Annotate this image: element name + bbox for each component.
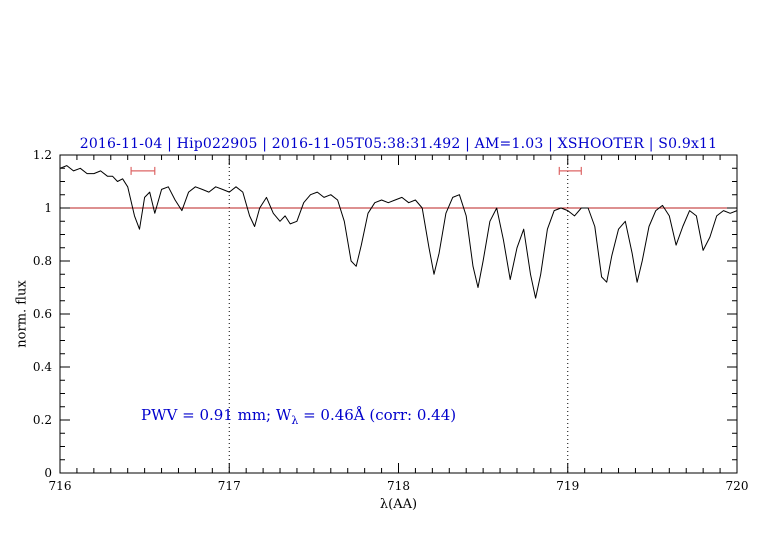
telluric-marker (558, 166, 582, 175)
telluric-marker (130, 166, 156, 175)
y-axis-label: norm. flux (14, 280, 30, 348)
y-tick-label: 0.8 (33, 254, 52, 268)
y-tick-label: 0.2 (33, 413, 52, 427)
y-tick-label: 1.2 (33, 148, 52, 162)
chart-title: 2016-11-04 | Hip022905 | 2016-11-05T05:3… (79, 136, 718, 152)
y-tick-label: 0 (44, 466, 52, 480)
x-tick-label: 717 (218, 479, 241, 493)
x-tick-label: 719 (556, 479, 579, 493)
pwv-annotation-post: = 0.46Å (corr: 0.44) (298, 406, 457, 424)
pwv-annotation-lambda-sub: λ (291, 414, 299, 427)
pwv-annotation: PWV = 0.91 mm; Wλ = 0.46Å (corr: 0.44) (141, 406, 456, 427)
pwv-annotation-pre: PWV = 0.91 mm; W (141, 406, 292, 424)
y-tick-label: 0.6 (33, 307, 52, 321)
x-axis-label: λ(AA) (379, 497, 418, 512)
y-tick-label: 0.4 (33, 360, 52, 374)
x-tick-label: 720 (726, 479, 749, 493)
spectrum-line (59, 165, 738, 299)
y-tick-label: 1 (44, 201, 52, 215)
x-tick-label: 716 (49, 479, 72, 493)
x-tick-label: 718 (387, 479, 410, 493)
